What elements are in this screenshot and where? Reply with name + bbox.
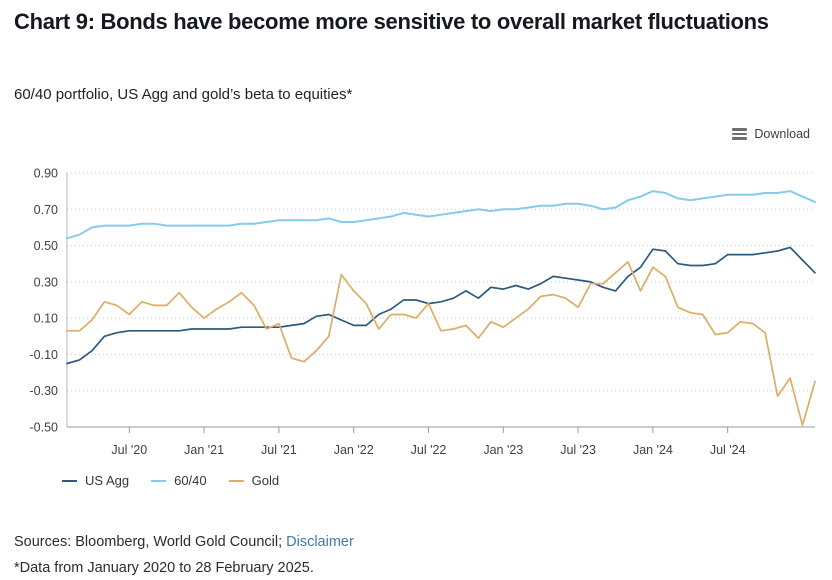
legend-label-us-agg: US Agg	[85, 473, 130, 488]
y-axis-label: -0.10	[30, 348, 59, 362]
download-button[interactable]: Download	[732, 124, 810, 144]
legend-label-gold: Gold	[251, 473, 280, 488]
x-axis-label: Jan '24	[633, 443, 673, 457]
line-gold	[66, 261, 816, 427]
chart-title: Chart 9: Bonds have become more sensitiv…	[14, 9, 769, 34]
line-60-40	[66, 190, 816, 240]
x-axis-label: Jul '21	[261, 443, 297, 457]
60-40-line-swatch	[151, 479, 167, 482]
disclaimer-link[interactable]: Disclaimer	[286, 534, 354, 550]
x-axis-label: Jul '22	[411, 443, 447, 457]
chart-subtitle: 60/40 portfolio, US Agg and gold’s beta …	[14, 86, 353, 103]
y-axis-label: 0.70	[34, 203, 58, 217]
gold-line-swatch	[228, 479, 244, 482]
us-agg-line-swatch	[62, 479, 77, 482]
sources-line: Sources: Bloomberg, World Gold Council; …	[14, 534, 354, 550]
y-axis-label: -0.30	[30, 384, 59, 398]
x-axis-label: Jul '24	[710, 443, 746, 457]
legend-item-60-40[interactable]: 60/40	[151, 473, 207, 488]
y-axis-label: 0.50	[34, 239, 58, 253]
y-axis-label: 0.10	[34, 312, 58, 326]
x-axis-label: Jan '21	[184, 443, 224, 457]
y-axis-label: 0.90	[34, 167, 58, 181]
sources-text: Sources: Bloomberg, World Gold Council;	[14, 534, 287, 550]
legend-item-us-agg[interactable]: US Agg	[62, 473, 129, 488]
legend-item-gold[interactable]: Gold	[228, 473, 280, 488]
y-axis-label: 0.30	[34, 275, 58, 289]
download-label: Download	[754, 127, 810, 141]
y-axis-label: -0.50	[30, 421, 59, 435]
legend-label-60-40: 60/40	[174, 473, 207, 488]
menu-lines-icon	[732, 128, 748, 140]
x-axis-label: Jul '20	[111, 443, 147, 457]
beta-line-chart: 0.90 0.70 0.50 0.30 0.10 -0.10 -0.30 -0.50 Jul '…	[30, 167, 816, 457]
line-us-agg	[66, 246, 816, 365]
chart-legend: US Agg 60/40 Gold	[62, 473, 279, 488]
x-axis-label: Jan '22	[334, 443, 374, 457]
x-axis-label: Jul '23	[560, 443, 596, 457]
footnote: *Data from January 2020 to 28 February 2…	[14, 560, 314, 576]
x-axis-label: Jan '23	[483, 443, 523, 457]
